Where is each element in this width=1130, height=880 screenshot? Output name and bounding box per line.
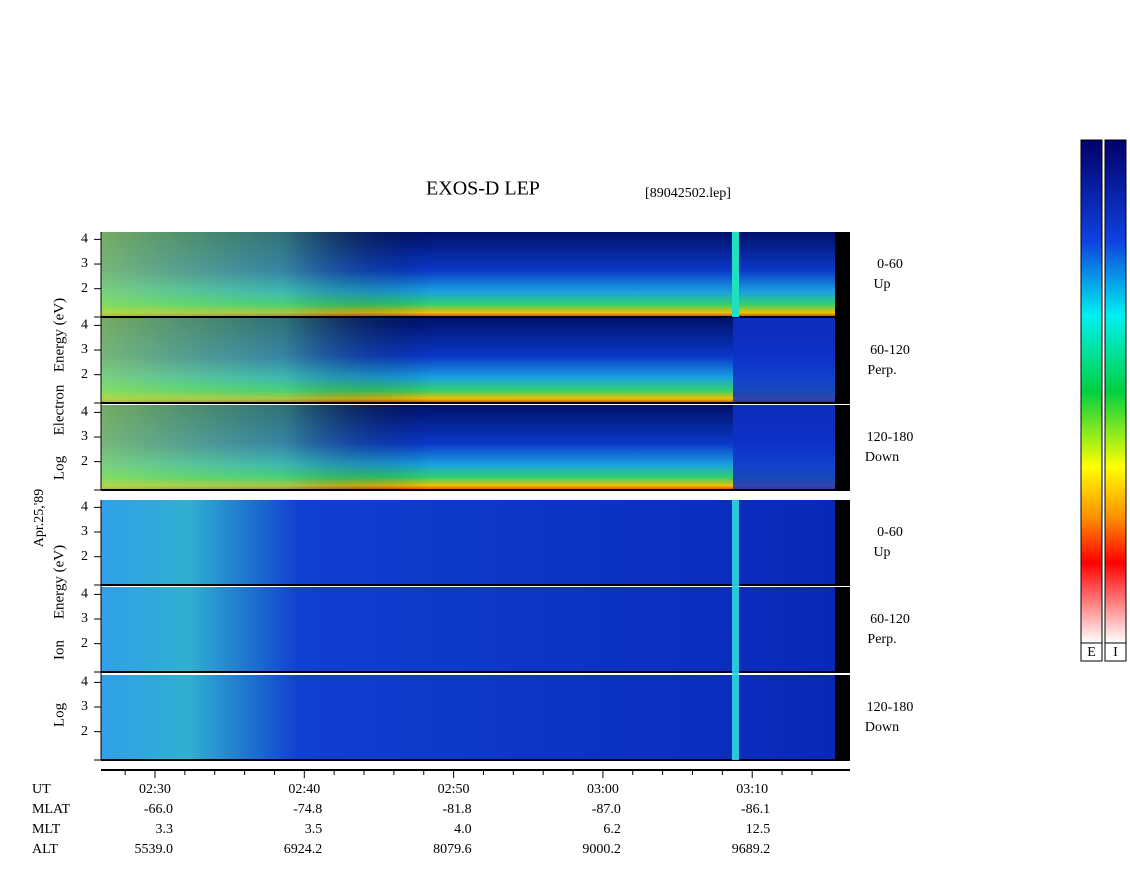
color-bar bbox=[1104, 139, 1127, 644]
time-label: 03:00 bbox=[587, 782, 619, 797]
y-tick-label: 2 bbox=[81, 281, 88, 296]
spectrogram bbox=[101, 500, 835, 585]
panel-range: 60-120 bbox=[870, 343, 910, 358]
y-tick-label: 3 bbox=[81, 429, 88, 444]
orbit-value: 9689.2 bbox=[732, 842, 771, 857]
row-label: MLAT bbox=[32, 802, 71, 817]
data-gap bbox=[835, 587, 850, 672]
orbit-value: 8079.6 bbox=[433, 842, 472, 857]
spectrogram-overlay bbox=[101, 232, 835, 317]
panel-range: 0-60 bbox=[877, 525, 903, 540]
orbit-value: 3.3 bbox=[156, 822, 174, 837]
y-tick-label: 4 bbox=[81, 405, 88, 420]
time-label: 03:10 bbox=[736, 782, 768, 797]
panel-direction: Perp. bbox=[867, 363, 896, 378]
orbit-value: 4.0 bbox=[454, 822, 472, 837]
panel-direction: Perp. bbox=[867, 632, 896, 647]
y-tick-label: 4 bbox=[81, 318, 88, 333]
color-bar-box bbox=[1080, 642, 1103, 662]
orbit-value: -74.8 bbox=[293, 802, 322, 817]
orbit-value: 12.5 bbox=[746, 822, 771, 837]
panel-range: 120-180 bbox=[867, 700, 914, 715]
y-tick-label: 4 bbox=[81, 232, 88, 247]
y-tick-label: 4 bbox=[81, 675, 88, 690]
row-label: UT bbox=[32, 782, 51, 797]
panel-direction: Down bbox=[865, 450, 899, 465]
orbit-value: -86.1 bbox=[741, 802, 770, 817]
orbit-value: -81.8 bbox=[442, 802, 471, 817]
orbit-value: 6.2 bbox=[603, 822, 621, 837]
y-axis-label: Log bbox=[51, 455, 67, 480]
y-axis-label: Ion bbox=[51, 640, 67, 660]
panel-direction: Up bbox=[873, 277, 890, 292]
spectrogram-overlay bbox=[101, 318, 835, 403]
spectrogram-feature bbox=[732, 232, 739, 317]
orbit-value: 9000.2 bbox=[582, 842, 621, 857]
color-bar bbox=[1080, 139, 1103, 644]
y-tick-label: 3 bbox=[81, 524, 88, 539]
y-axis-label: Energy (eV) bbox=[51, 298, 67, 372]
row-label: ALT bbox=[32, 842, 58, 857]
panel-range: 60-120 bbox=[870, 612, 910, 627]
date: Apr.25,'89 bbox=[32, 489, 47, 548]
time-label: 02:50 bbox=[438, 782, 470, 797]
time-label: 02:30 bbox=[139, 782, 171, 797]
orbit-value: -87.0 bbox=[592, 802, 621, 817]
orbit-value: 5539.0 bbox=[135, 842, 174, 857]
data-gap bbox=[835, 500, 850, 585]
y-tick-label: 3 bbox=[81, 611, 88, 626]
color-bar-label: E bbox=[1087, 645, 1096, 660]
panel-direction: Down bbox=[865, 720, 899, 735]
color-bar-label: I bbox=[1113, 645, 1118, 660]
panel-range: 0-60 bbox=[877, 257, 903, 272]
y-tick-label: 3 bbox=[81, 342, 88, 357]
y-tick-label: 2 bbox=[81, 549, 88, 564]
y-tick-label: 2 bbox=[81, 454, 88, 469]
orbit-value: -66.0 bbox=[144, 802, 173, 817]
y-tick-label: 2 bbox=[81, 367, 88, 382]
panel-direction: Up bbox=[873, 545, 890, 560]
y-axis-label: Electron bbox=[51, 384, 67, 435]
y-axis-label: Log bbox=[51, 702, 67, 727]
row-label: MLT bbox=[32, 822, 61, 837]
y-tick-label: 2 bbox=[81, 724, 88, 739]
spectrogram-feature bbox=[732, 500, 739, 760]
time-label: 02:40 bbox=[288, 782, 320, 797]
panel-range: 120-180 bbox=[867, 430, 914, 445]
data-gap bbox=[835, 318, 850, 403]
data-gap bbox=[835, 675, 850, 760]
spectrogram bbox=[101, 587, 835, 672]
spectrogram-overlay bbox=[733, 405, 835, 490]
orbit-value: 3.5 bbox=[305, 822, 323, 837]
color-bar-box bbox=[1104, 642, 1127, 662]
spectrogram-overlay bbox=[733, 318, 835, 403]
y-tick-label: 2 bbox=[81, 636, 88, 651]
file-name: [89042502.lep] bbox=[645, 186, 731, 201]
data-gap bbox=[835, 405, 850, 490]
data-gap bbox=[835, 232, 850, 317]
orbit-value: 6924.2 bbox=[284, 842, 323, 857]
y-tick-label: 4 bbox=[81, 500, 88, 515]
title: EXOS-D LEP bbox=[426, 178, 540, 200]
y-tick-label: 3 bbox=[81, 699, 88, 714]
spectrogram-overlay bbox=[101, 405, 835, 490]
spectrogram bbox=[101, 675, 835, 760]
y-tick-label: 3 bbox=[81, 256, 88, 271]
y-axis-label: Energy (eV) bbox=[51, 545, 67, 619]
y-tick-label: 4 bbox=[81, 587, 88, 602]
